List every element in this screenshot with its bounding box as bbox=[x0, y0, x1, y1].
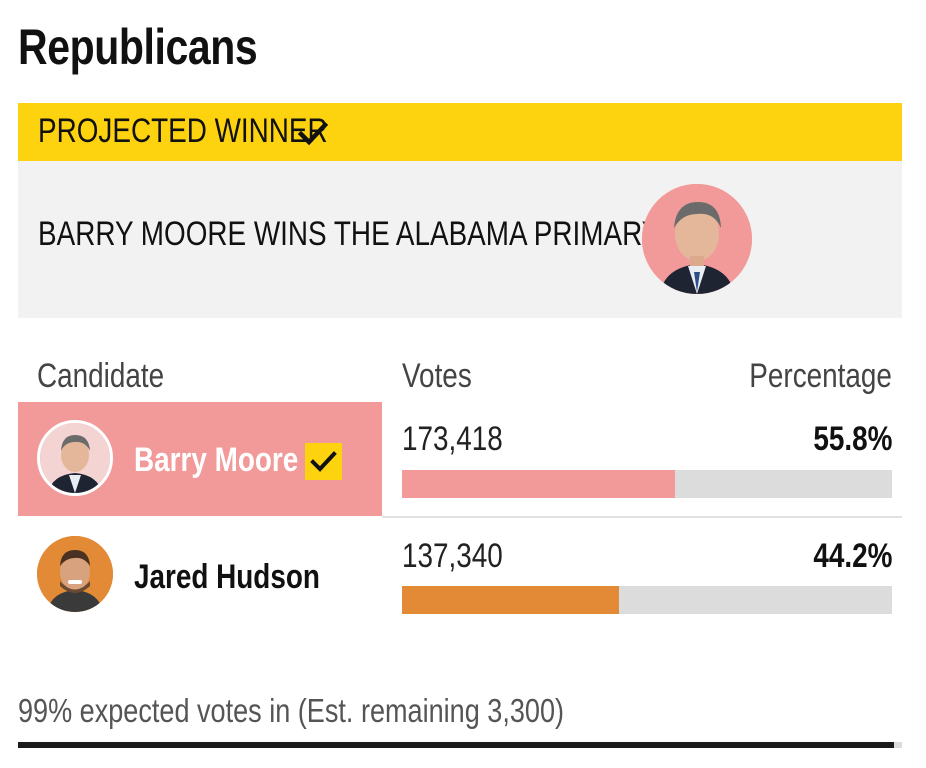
candidate-avatar-jared-hudson bbox=[37, 536, 113, 612]
projected-winner-label: PROJECTED WINNER bbox=[38, 112, 328, 150]
reporting-progress-bar bbox=[18, 742, 894, 748]
winner-announcement-text: BARRY MOORE WINS THE ALABAMA PRIMARY bbox=[38, 215, 661, 253]
candidate-percentage: 55.8% bbox=[812, 420, 892, 458]
winner-check-icon bbox=[305, 443, 342, 480]
column-header-percentage: Percentage bbox=[749, 357, 892, 395]
vote-share-bar bbox=[402, 586, 892, 614]
check-icon bbox=[297, 121, 329, 146]
winner-announcement-panel: BARRY MOORE WINS THE ALABAMA PRIMARY bbox=[18, 161, 902, 318]
vote-share-fill bbox=[402, 586, 619, 614]
candidate-name: Jared Hudson bbox=[134, 558, 320, 596]
vote-share-bar bbox=[402, 470, 892, 498]
projected-winner-banner: PROJECTED WINNER bbox=[18, 103, 902, 161]
row-divider bbox=[382, 516, 902, 518]
column-header-votes: Votes bbox=[402, 357, 472, 395]
party-title: Republicans bbox=[18, 19, 258, 75]
candidate-votes: 173,418 bbox=[402, 420, 503, 458]
reporting-progress-remaining bbox=[894, 742, 902, 748]
vote-share-fill bbox=[402, 470, 676, 498]
column-header-candidate: Candidate bbox=[37, 357, 165, 395]
candidate-percentage: 44.2% bbox=[812, 537, 892, 575]
votes-reporting-status: 99% expected votes in (Est. remaining 3,… bbox=[18, 692, 565, 729]
candidate-votes: 137,340 bbox=[402, 537, 503, 575]
candidate-avatar-barry-moore bbox=[37, 420, 113, 496]
candidate-name: Barry Moore bbox=[134, 441, 299, 479]
winner-photo bbox=[642, 184, 752, 294]
